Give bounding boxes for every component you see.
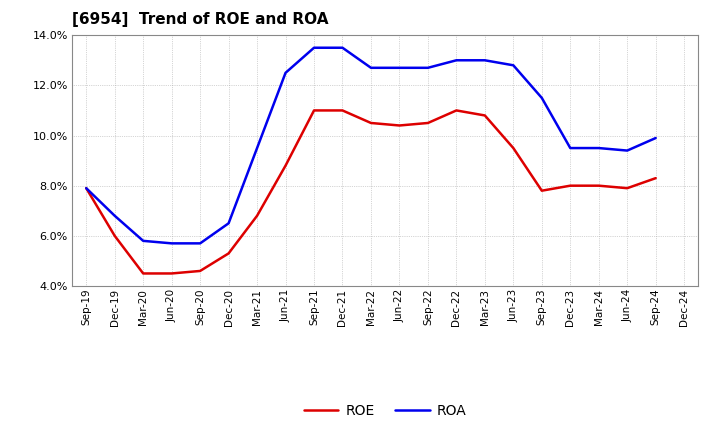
ROA [282, 70, 290, 75]
ROA [623, 148, 631, 153]
ROA [423, 65, 432, 70]
ROA [338, 45, 347, 50]
Line: ROE: ROE [86, 110, 656, 273]
ROA [310, 45, 318, 50]
ROE [509, 145, 518, 150]
ROE [366, 120, 375, 126]
ROE [225, 251, 233, 256]
ROA [595, 145, 603, 150]
ROA [196, 241, 204, 246]
ROA [566, 145, 575, 150]
Text: [6954]  Trend of ROE and ROA: [6954] Trend of ROE and ROA [72, 12, 328, 27]
ROE [537, 188, 546, 193]
ROE [338, 108, 347, 113]
ROE [196, 268, 204, 274]
ROE [282, 163, 290, 168]
ROE [167, 271, 176, 276]
ROA [167, 241, 176, 246]
ROA [452, 58, 461, 63]
ROE [253, 213, 261, 218]
ROE [423, 120, 432, 126]
ROE [452, 108, 461, 113]
ROA [225, 220, 233, 226]
Legend: ROE, ROA: ROE, ROA [298, 398, 472, 423]
ROE [623, 186, 631, 191]
ROE [110, 233, 119, 238]
ROE [595, 183, 603, 188]
ROA [509, 62, 518, 68]
ROE [480, 113, 489, 118]
ROE [310, 108, 318, 113]
ROA [139, 238, 148, 243]
ROA [253, 145, 261, 150]
ROE [82, 186, 91, 191]
Line: ROA: ROA [86, 48, 656, 243]
ROA [537, 95, 546, 100]
ROA [366, 65, 375, 70]
ROA [652, 136, 660, 141]
ROE [652, 176, 660, 181]
ROA [395, 65, 404, 70]
ROA [110, 213, 119, 218]
ROE [566, 183, 575, 188]
ROA [480, 58, 489, 63]
ROE [395, 123, 404, 128]
ROE [139, 271, 148, 276]
ROA [82, 186, 91, 191]
